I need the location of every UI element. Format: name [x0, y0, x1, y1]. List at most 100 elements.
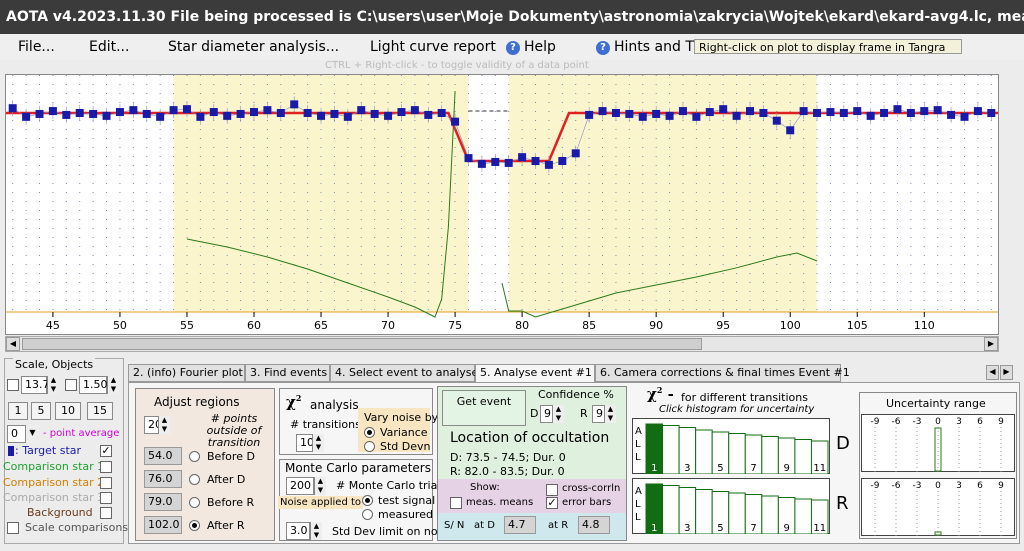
- uncD-tick-5: 6: [977, 417, 983, 427]
- meas-means-checkbox[interactable]: [450, 497, 462, 509]
- scroll-thumb[interactable]: [22, 338, 702, 350]
- points-outside-spinner[interactable]: ▲ ▼: [158, 416, 170, 434]
- after-r-radio[interactable]: [189, 520, 200, 531]
- histR-bar-10: [810, 499, 829, 534]
- scale-comparisons-checkbox[interactable]: [7, 522, 19, 534]
- histR-bar-3: [695, 489, 713, 534]
- data-point-52: [705, 108, 714, 117]
- data-point-39: [531, 157, 540, 165]
- comparison-star-1-checkbox[interactable]: [100, 461, 112, 473]
- x-tick-label-10: 95: [716, 319, 730, 332]
- menu-edit[interactable]: Edit...: [89, 39, 130, 55]
- histR-bar-9: [794, 498, 812, 534]
- target-star-checkbox[interactable]: ✓: [100, 444, 112, 457]
- confidence-d-spinner[interactable]: ▲ ▼: [552, 405, 564, 423]
- get-event-button[interactable]: Get event: [442, 390, 526, 426]
- uncR-spike: [934, 531, 942, 536]
- plot-horizontal-scrollbar[interactable]: ◀ ▶: [5, 336, 999, 352]
- after-d-radio[interactable]: [189, 474, 200, 485]
- tab-scroll-right-icon[interactable]: ▶: [1000, 365, 1013, 380]
- scale-checkbox-2[interactable]: [65, 379, 77, 391]
- before-r-radio[interactable]: [189, 497, 200, 508]
- scale-spinner-1[interactable]: ▲ ▼: [47, 376, 59, 394]
- error-bars-checkbox[interactable]: ✓: [546, 496, 558, 509]
- data-point-44: [598, 107, 607, 116]
- tab-camera-corrections[interactable]: 6. Camera corrections & final times Even…: [595, 364, 850, 382]
- tab-find-events[interactable]: 3. Find events: [245, 364, 330, 382]
- data-point-30: [410, 106, 419, 115]
- scale-spinner-2[interactable]: ▲ ▼: [107, 376, 119, 394]
- tab-fourier-plot[interactable]: 2. (info) Fourier plot: [128, 364, 245, 382]
- data-point-42: [571, 149, 580, 158]
- variance-radio[interactable]: [364, 427, 375, 438]
- menu-help[interactable]: ? Help: [506, 39, 556, 55]
- data-point-6: [89, 109, 98, 118]
- sd-limit-value[interactable]: 3.0: [286, 522, 310, 540]
- scale-button-1[interactable]: 1: [8, 402, 28, 420]
- tab-analyse-event[interactable]: 5. Analyse event #1: [475, 364, 595, 383]
- scale-checkbox-1[interactable]: [7, 379, 19, 391]
- data-point-11: [156, 112, 165, 121]
- uncertainty-range-group: Uncertainty range -9 -6 -3 0 3 6 9 -9 -6 -3 0 3 6 9: [859, 392, 1017, 539]
- sn-r-value: 4.8: [578, 516, 610, 534]
- target-star-label: : Target star: [15, 444, 82, 457]
- cross-corr-checkbox[interactable]: [546, 484, 558, 496]
- light-curve-svg[interactable]: 45 50 55 60 65 70 75 80 85 90 95 100 105 110: [6, 75, 998, 334]
- vary-noise-label: Vary noise by: [364, 411, 439, 424]
- uncD-tick-3: 0: [935, 417, 941, 427]
- scale-button-15[interactable]: 15: [87, 402, 113, 420]
- menu-file[interactable]: File...: [18, 39, 55, 55]
- mc-trials-spinner[interactable]: ▲ ▼: [314, 477, 326, 495]
- light-curve-plot[interactable]: 45 50 55 60 65 70 75 80 85 90 95 100 105 110: [5, 74, 999, 335]
- data-point-23: [317, 111, 326, 120]
- histogram-d-label: D: [836, 433, 850, 454]
- menu-star-diameter[interactable]: Star diameter analysis...: [168, 39, 340, 55]
- stddevn-radio[interactable]: [364, 441, 375, 452]
- data-point-17: [236, 109, 245, 118]
- comparison-star-2-checkbox[interactable]: [100, 477, 112, 489]
- sd-limit-spinner[interactable]: ▲ ▼: [310, 522, 322, 540]
- tab-scroll-left-icon[interactable]: ◀: [986, 365, 999, 380]
- data-point-29: [397, 108, 406, 117]
- scale-comparisons-label: Scale comparisons: [25, 521, 129, 534]
- background-checkbox[interactable]: [100, 507, 112, 519]
- measured-radio[interactable]: [362, 509, 373, 520]
- after-d-label: After D: [207, 473, 246, 486]
- test-signal-radio[interactable]: [362, 495, 373, 506]
- x-tick-label-8: 85: [582, 319, 596, 332]
- histR-x-label-2: 7: [750, 523, 756, 534]
- comparison-star-3-checkbox[interactable]: [100, 492, 112, 504]
- transitions-spinner[interactable]: ▲ ▼: [312, 434, 324, 452]
- data-point-67: [906, 109, 915, 117]
- histD-x-label-1: 5: [717, 463, 723, 474]
- uncertainty-d-plot[interactable]: -9 -6 -3 0 3 6 9: [861, 414, 1015, 472]
- menu-light-curve-report[interactable]: Light curve report: [370, 39, 496, 55]
- mc-trials-value[interactable]: 200: [286, 477, 314, 495]
- location-d-text: D: 73.5 - 74.5; Dur. 0: [450, 451, 566, 464]
- scale-value-2[interactable]: 1.50: [79, 376, 108, 394]
- scroll-left-arrow-icon[interactable]: ◀: [6, 337, 20, 351]
- scale-button-5[interactable]: 5: [31, 402, 51, 420]
- data-point-71: [960, 112, 969, 121]
- before-d-radio[interactable]: [189, 451, 200, 462]
- data-point-13: [182, 105, 191, 114]
- uncR-tick-3: 0: [935, 481, 941, 491]
- transitions-label: # transitions: [290, 418, 361, 431]
- point-average-dropdown-icon[interactable]: ▼: [25, 425, 39, 443]
- scale-value-1[interactable]: 13.7: [21, 376, 50, 394]
- data-point-45: [611, 109, 620, 117]
- scroll-right-arrow-icon[interactable]: ▶: [984, 337, 998, 351]
- uncR-tick-2: -3: [913, 481, 922, 491]
- confidence-r-spinner[interactable]: ▲ ▼: [604, 405, 616, 423]
- menu-hints[interactable]: ? Hints and Ti: [596, 39, 697, 55]
- sn-label: S/ N: [444, 520, 465, 531]
- scale-button-10[interactable]: 10: [55, 402, 81, 420]
- uncertainty-r-plot[interactable]: -9 -6 -3 0 3 6 9: [861, 478, 1015, 536]
- tab-select-event[interactable]: 4. Select event to analyse: [330, 364, 478, 382]
- sn-at-r-label: at R: [548, 520, 569, 531]
- hints-icon: ?: [596, 41, 610, 55]
- data-point-73: [987, 109, 996, 117]
- uncD-tick-4: 3: [956, 417, 962, 427]
